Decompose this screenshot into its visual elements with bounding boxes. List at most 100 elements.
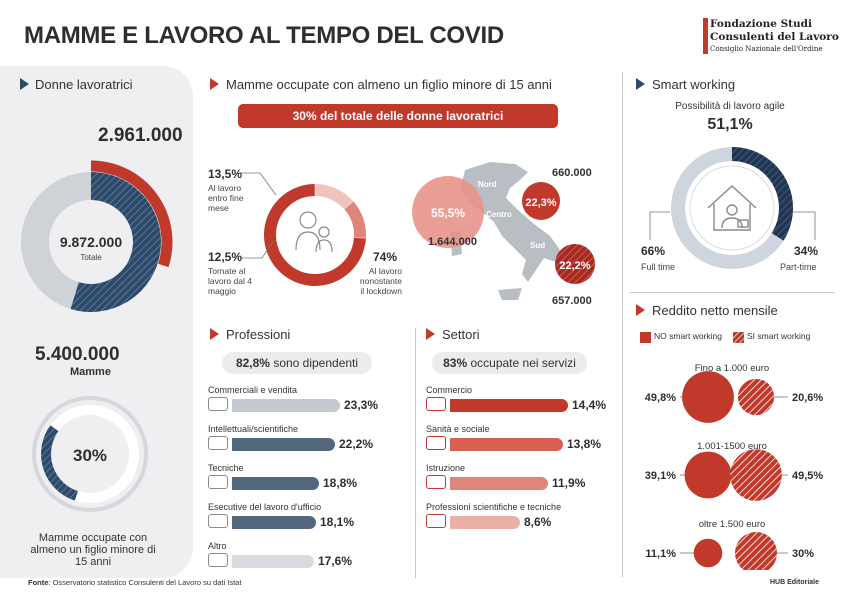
smart-donut-inner [689, 165, 775, 251]
section-heading-reddito: Reddito netto mensile [652, 303, 778, 318]
donut-label-1: Tornate al lavoro dal 4 maggio [208, 266, 252, 296]
reddito-group-label: oltre 1.500 euro [699, 519, 766, 530]
bar-label: Intellettuali/scientifiche [208, 424, 299, 434]
sud-bubble [555, 244, 595, 284]
reddito-group-label: 1.001-1500 euro [697, 441, 767, 452]
donne-donut: 9.872.000 Totale [21, 160, 173, 312]
sud-label: Sud [530, 241, 545, 250]
leader-line-12 [240, 239, 275, 259]
professioni-pill-value: 82,8% [235, 356, 270, 370]
reddito-si-value: 49,5% [792, 470, 823, 482]
home-office-icon [707, 185, 757, 231]
section-marker-icon [20, 78, 29, 90]
donut-value-1: 12,5% [208, 250, 243, 264]
bar-label: Altro [208, 541, 227, 551]
bar [232, 555, 314, 568]
reddito-si-bubble [730, 449, 782, 501]
settori-pill-text: occupate nei servizi [470, 356, 576, 370]
category-icon [426, 475, 446, 489]
logo-line-1: Fondazione Studi [710, 18, 812, 30]
nord-pct: 55,5% [431, 206, 465, 220]
italy-shape [460, 162, 560, 282]
centro-pct: 22,3% [525, 197, 556, 209]
section-heading-smart: Smart working [652, 77, 736, 92]
bar-value: 23,3% [344, 398, 379, 412]
reddito-no-value: 11,1% [645, 548, 676, 560]
logo-mark [703, 18, 708, 54]
bar [232, 516, 316, 529]
bar-value: 18,1% [320, 515, 355, 529]
donut-total-label: Totale [80, 253, 102, 262]
section-heading-settori: Settori [442, 327, 480, 342]
bar [232, 477, 319, 490]
reddito-no-bubble [693, 538, 723, 568]
part-time-pct: 34% [794, 244, 819, 258]
section-heading-mamme-occupate: Mamme occupate con almeno un figlio mino… [226, 77, 552, 92]
bar [450, 399, 568, 412]
professioni-pill-text: sono dipendenti [273, 356, 359, 370]
reddito-si-value: 30% [792, 548, 814, 560]
page-title: MAMME E LAVORO AL TEMPO DEL COVID [24, 22, 504, 49]
centro-bubble [522, 182, 560, 220]
italy-map: 55,5% 22,3% 22,2% Nord Centro Sud [412, 162, 595, 300]
lockdown-slice-nonostante [264, 184, 366, 286]
lockdown-donut [264, 184, 366, 286]
donut-value-2: 74% [373, 250, 398, 264]
category-icon [426, 397, 446, 411]
section-marker-icon [426, 328, 435, 340]
nord-value: 1.644.000 [428, 236, 477, 248]
mamme-label: Mamme [70, 366, 111, 378]
full-time-pct: 66% [641, 244, 666, 258]
settori-pill-value: 83% [443, 356, 468, 370]
mamme-occupate-value: 2.961.000 [98, 125, 183, 146]
smart-subtitle: Possibilità di lavoro agile [675, 101, 785, 112]
sicily-shape [498, 288, 522, 300]
bar-label: Commercio [426, 385, 473, 395]
bar-label: Professioni scientifiche e tecniche [426, 502, 562, 512]
banner-text: 30% del totale delle donne lavoratrici [292, 109, 504, 123]
full-time-label: Full time [641, 262, 676, 272]
leader-line-part [793, 211, 816, 240]
smart-reddito-divider [630, 292, 835, 293]
reddito-no-value: 39,1% [645, 470, 676, 482]
bar [232, 399, 340, 412]
bar-label: Tecniche [208, 463, 244, 473]
bar-label: Sanità e sociale [426, 424, 490, 434]
donut-total-value: 9.872.000 [60, 234, 122, 250]
donut-leader-lines [240, 172, 277, 259]
centro-value: 660.000 [552, 167, 592, 179]
logo-line-2: Consulenti del Lavoro [710, 31, 839, 43]
donut-slice-mamme [70, 172, 161, 312]
donut-label-0: Al lavoro entro fine mese [208, 183, 244, 213]
mamme-donut: 30% [32, 396, 148, 512]
column-divider [622, 72, 623, 577]
section-heading-professioni: Professioni [226, 327, 291, 342]
bar [232, 438, 335, 451]
part-time-label: Part-time [780, 262, 817, 272]
bar-value: 11,9% [552, 476, 586, 490]
logo-line-3: Consiglio Nazionale dell'Ordine [710, 45, 823, 53]
smart-leader-lines [649, 211, 816, 240]
section-marker-icon [636, 304, 645, 316]
nord-label: Nord [478, 180, 497, 189]
bar-value: 8,6% [524, 515, 552, 529]
category-icon [208, 397, 228, 411]
donut-value-0: 13,5% [208, 167, 243, 181]
category-icon [208, 553, 228, 567]
category-icon [426, 514, 446, 528]
mamme-donut-pct: 30% [73, 446, 107, 465]
legend-no-swatch [640, 332, 651, 343]
bar-value: 22,2% [339, 437, 374, 451]
source-label: Fonte [28, 578, 49, 587]
donut-label-2: Al lavoro nonostante il lockdown [359, 266, 402, 296]
sud-pct: 22,2% [559, 260, 590, 272]
centro-label: Centro [486, 210, 512, 219]
mamme-pct-caption: Mamme occupate con almeno un figlio mino… [30, 532, 156, 568]
bar-value: 14,4% [572, 398, 607, 412]
section-marker-icon [636, 78, 645, 90]
category-icon [208, 475, 228, 489]
professioni-settori-divider [415, 328, 416, 578]
nord-bubble [412, 176, 484, 248]
logo: Fondazione Studi Consulenti del Lavoro C… [703, 18, 839, 58]
category-icon [208, 436, 228, 450]
